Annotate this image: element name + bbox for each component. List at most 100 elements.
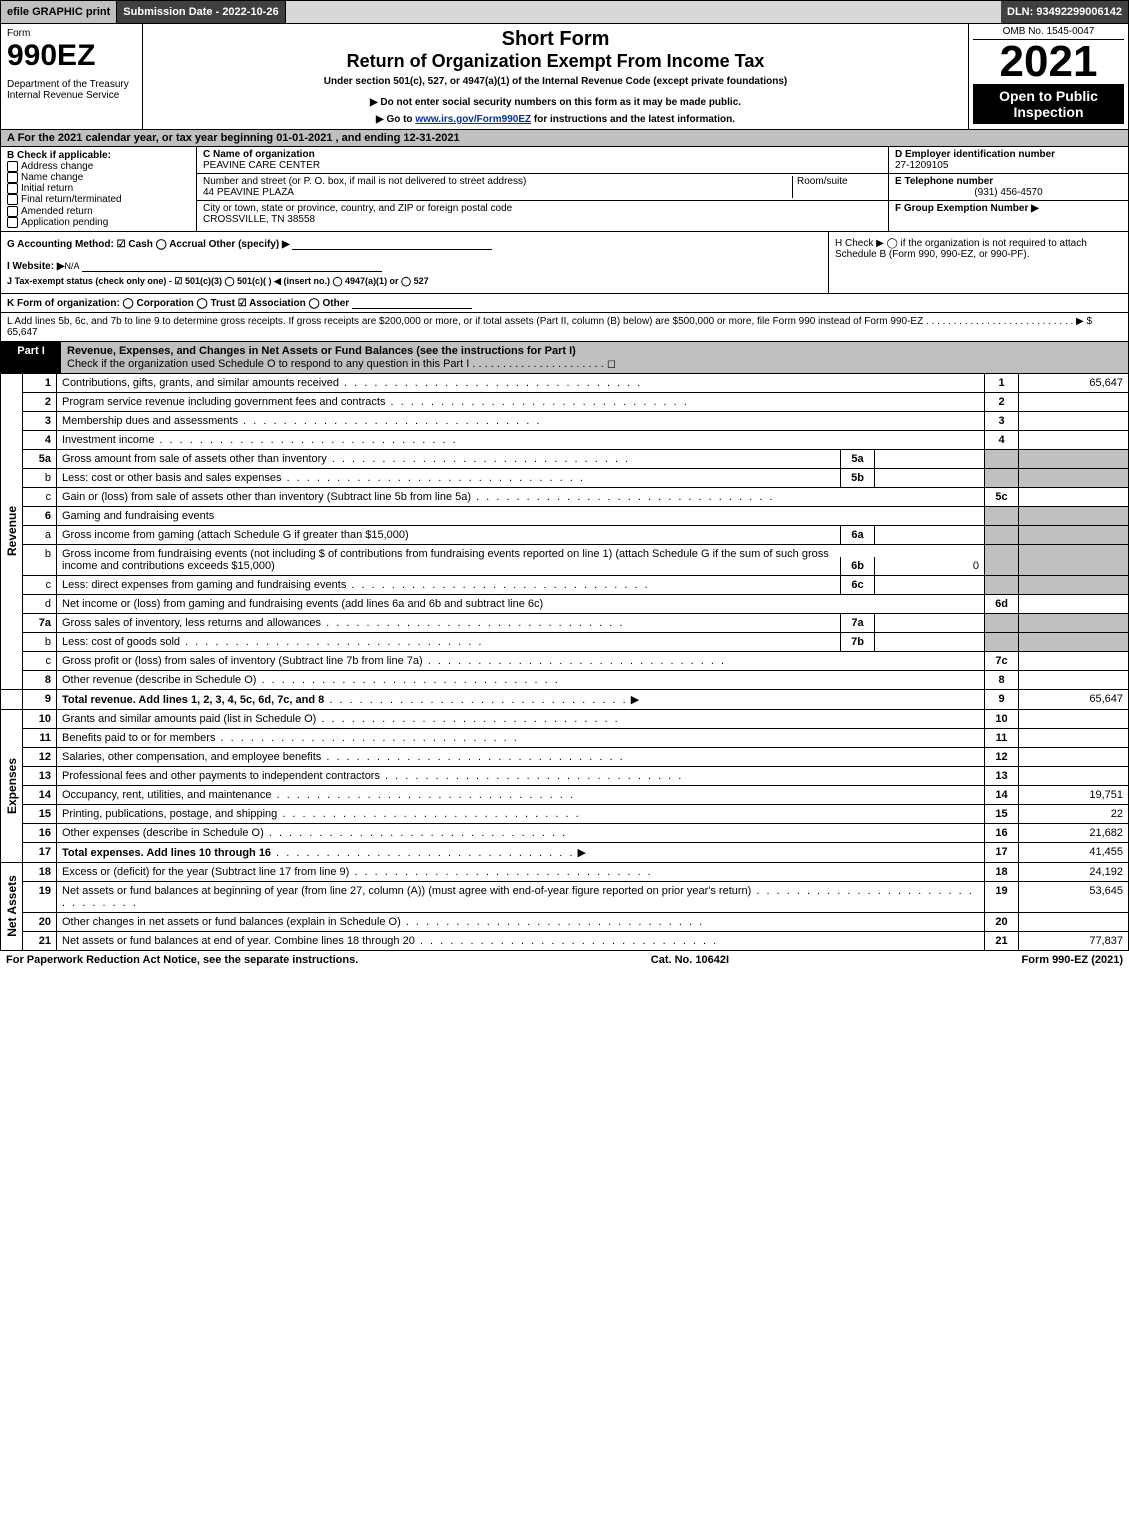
r1-num: 1 <box>23 374 57 393</box>
r1-text: Contributions, gifts, grants, and simila… <box>57 374 985 393</box>
form-header: Form 990EZ Department of the Treasury In… <box>0 24 1129 130</box>
box-d: D Employer identification number 27-1209… <box>888 147 1128 231</box>
line-g: G Accounting Method: ☑ Cash ◯ Accrual Ot… <box>7 239 290 250</box>
g-other-input[interactable] <box>292 238 492 250</box>
efile-print[interactable]: efile GRAPHIC print <box>1 1 117 23</box>
expenses-sidebar: Expenses <box>1 709 23 862</box>
row-9: 9 Total revenue. Add lines 1, 2, 3, 4, 5… <box>1 689 1129 709</box>
org-city: CROSSVILLE, TN 38558 <box>203 214 882 225</box>
part-i-title-text: Revenue, Expenses, and Changes in Net As… <box>67 345 576 357</box>
footer-left: For Paperwork Reduction Act Notice, see … <box>6 954 358 966</box>
row-12: 12Salaries, other compensation, and empl… <box>1 747 1129 766</box>
chk-initial[interactable] <box>7 183 18 194</box>
chk-amended[interactable] <box>7 206 18 217</box>
gh-block: G Accounting Method: ☑ Cash ◯ Accrual Ot… <box>0 232 1129 294</box>
chk-pending[interactable] <box>7 217 18 228</box>
k-other-line[interactable] <box>352 297 472 309</box>
row-4: 4 Investment income 4 <box>1 430 1129 449</box>
telephone: (931) 456-4570 <box>895 187 1122 198</box>
line-k-text: K Form of organization: ◯ Corporation ◯ … <box>7 298 349 309</box>
irs-link[interactable]: www.irs.gov/Form990EZ <box>415 114 531 125</box>
row-6c: c Less: direct expenses from gaming and … <box>1 575 1129 594</box>
room-suite-label: Room/suite <box>792 176 882 198</box>
lbl-name-change: Name change <box>21 172 83 183</box>
row-6d: d Net income or (loss) from gaming and f… <box>1 594 1129 613</box>
chk-name[interactable] <box>7 172 18 183</box>
g-block: G Accounting Method: ☑ Cash ◯ Accrual Ot… <box>1 232 828 293</box>
row-10: Expenses 10 Grants and similar amounts p… <box>1 709 1129 728</box>
line-h: H Check ▶ ◯ if the organization is not r… <box>835 238 1122 260</box>
line-j: J Tax-exempt status (check only one) - ☑… <box>7 276 429 286</box>
lbl-initial: Initial return <box>21 183 73 194</box>
year-block: OMB No. 1545-0047 2021 Open to Public In… <box>968 24 1128 129</box>
revenue-sidebar: Revenue <box>1 374 23 690</box>
row-3: 3 Membership dues and assessments 3 <box>1 411 1129 430</box>
box-c: C Name of organization PEAVINE CARE CENT… <box>197 147 888 231</box>
netassets-label: Net Assets <box>5 876 19 938</box>
row-20: 20Other changes in net assets or fund ba… <box>1 912 1129 931</box>
row-5a: 5a Gross amount from sale of assets othe… <box>1 449 1129 468</box>
lbl-final: Final return/terminated <box>21 195 122 206</box>
row-14: 14Occupancy, rent, utilities, and mainte… <box>1 785 1129 804</box>
org-address: 44 PEAVINE PLAZA <box>203 187 294 198</box>
title-short-form: Short Form <box>149 28 962 51</box>
row-13: 13Professional fees and other payments t… <box>1 766 1129 785</box>
form-id-block: Form 990EZ Department of the Treasury In… <box>1 24 143 129</box>
row-8: 8 Other revenue (describe in Schedule O)… <box>1 670 1129 689</box>
part-i-title: Revenue, Expenses, and Changes in Net As… <box>61 342 1128 373</box>
form-label: Form <box>7 28 136 39</box>
part-i-label: Part I <box>1 342 61 373</box>
box-b-label: B Check if applicable: <box>7 150 190 161</box>
c-city-label: City or town, state or province, country… <box>203 203 882 214</box>
section-a: A For the 2021 calendar year, or tax yea… <box>0 130 1129 147</box>
line-l: L Add lines 5b, 6c, and 7b to line 9 to … <box>0 313 1129 342</box>
h-block: H Check ▶ ◯ if the organization is not r… <box>828 232 1128 293</box>
row-17: 17Total expenses. Add lines 10 through 1… <box>1 842 1129 862</box>
row-16: 16Other expenses (describe in Schedule O… <box>1 823 1129 842</box>
title-block: Short Form Return of Organization Exempt… <box>143 24 968 129</box>
r1-rnum: 1 <box>985 374 1019 393</box>
title-return: Return of Organization Exempt From Incom… <box>149 51 962 72</box>
row-11: 11Benefits paid to or for members11 <box>1 728 1129 747</box>
d-ein-label: D Employer identification number <box>895 149 1122 160</box>
part-i-table: Revenue 1 Contributions, gifts, grants, … <box>0 374 1129 951</box>
chk-address[interactable] <box>7 161 18 172</box>
form-number: 990EZ <box>7 39 136 73</box>
ein-value: 27-1209105 <box>895 160 1122 171</box>
dln: DLN: 93492299006142 <box>1001 1 1128 23</box>
r1-amt: 65,647 <box>1019 374 1129 393</box>
note2-pre: ▶ Go to <box>376 114 415 125</box>
row-7b: b Less: cost of goods sold 7b <box>1 632 1129 651</box>
c-addr-label: Number and street (or P. O. box, if mail… <box>203 176 526 187</box>
inspection-badge: Open to Public Inspection <box>973 84 1124 124</box>
row-7c: c Gross profit or (loss) from sales of i… <box>1 651 1129 670</box>
part-i-check: Check if the organization used Schedule … <box>67 358 616 370</box>
note-ssn: ▶ Do not enter social security numbers o… <box>149 97 962 108</box>
row-5b: b Less: cost or other basis and sales ex… <box>1 468 1129 487</box>
org-name: PEAVINE CARE CENTER <box>203 160 882 171</box>
note2-post: for instructions and the latest informat… <box>531 114 735 125</box>
revenue-label: Revenue <box>5 506 19 556</box>
netassets-sidebar: Net Assets <box>1 862 23 950</box>
e-tel-label: E Telephone number <box>895 176 1122 187</box>
row-6a: a Gross income from gaming (attach Sched… <box>1 525 1129 544</box>
subtitle: Under section 501(c), 527, or 4947(a)(1)… <box>149 76 962 87</box>
row-2: 2 Program service revenue including gove… <box>1 392 1129 411</box>
dept-label: Department of the Treasury Internal Reve… <box>7 79 136 101</box>
website-value: N/A <box>65 261 80 271</box>
note-goto: ▶ Go to www.irs.gov/Form990EZ for instru… <box>149 114 962 125</box>
submission-date: Submission Date - 2022-10-26 <box>117 1 285 23</box>
footer-mid: Cat. No. 10642I <box>651 954 729 966</box>
row-18: Net Assets 18 Excess or (deficit) for th… <box>1 862 1129 881</box>
row-6b: b Gross income from fundraising events (… <box>1 544 1129 575</box>
line-i-label: I Website: ▶ <box>7 261 65 272</box>
part-i-header: Part I Revenue, Expenses, and Changes in… <box>0 342 1129 374</box>
lbl-address-change: Address change <box>21 161 93 172</box>
top-bar: efile GRAPHIC print Submission Date - 20… <box>0 0 1129 24</box>
lbl-pending: Application pending <box>21 217 108 228</box>
box-b: B Check if applicable: Address change Na… <box>1 147 197 231</box>
row-5c: c Gain or (loss) from sale of assets oth… <box>1 487 1129 506</box>
chk-final[interactable] <box>7 194 18 205</box>
row-19: 19Net assets or fund balances at beginni… <box>1 881 1129 912</box>
expenses-label: Expenses <box>5 758 19 814</box>
